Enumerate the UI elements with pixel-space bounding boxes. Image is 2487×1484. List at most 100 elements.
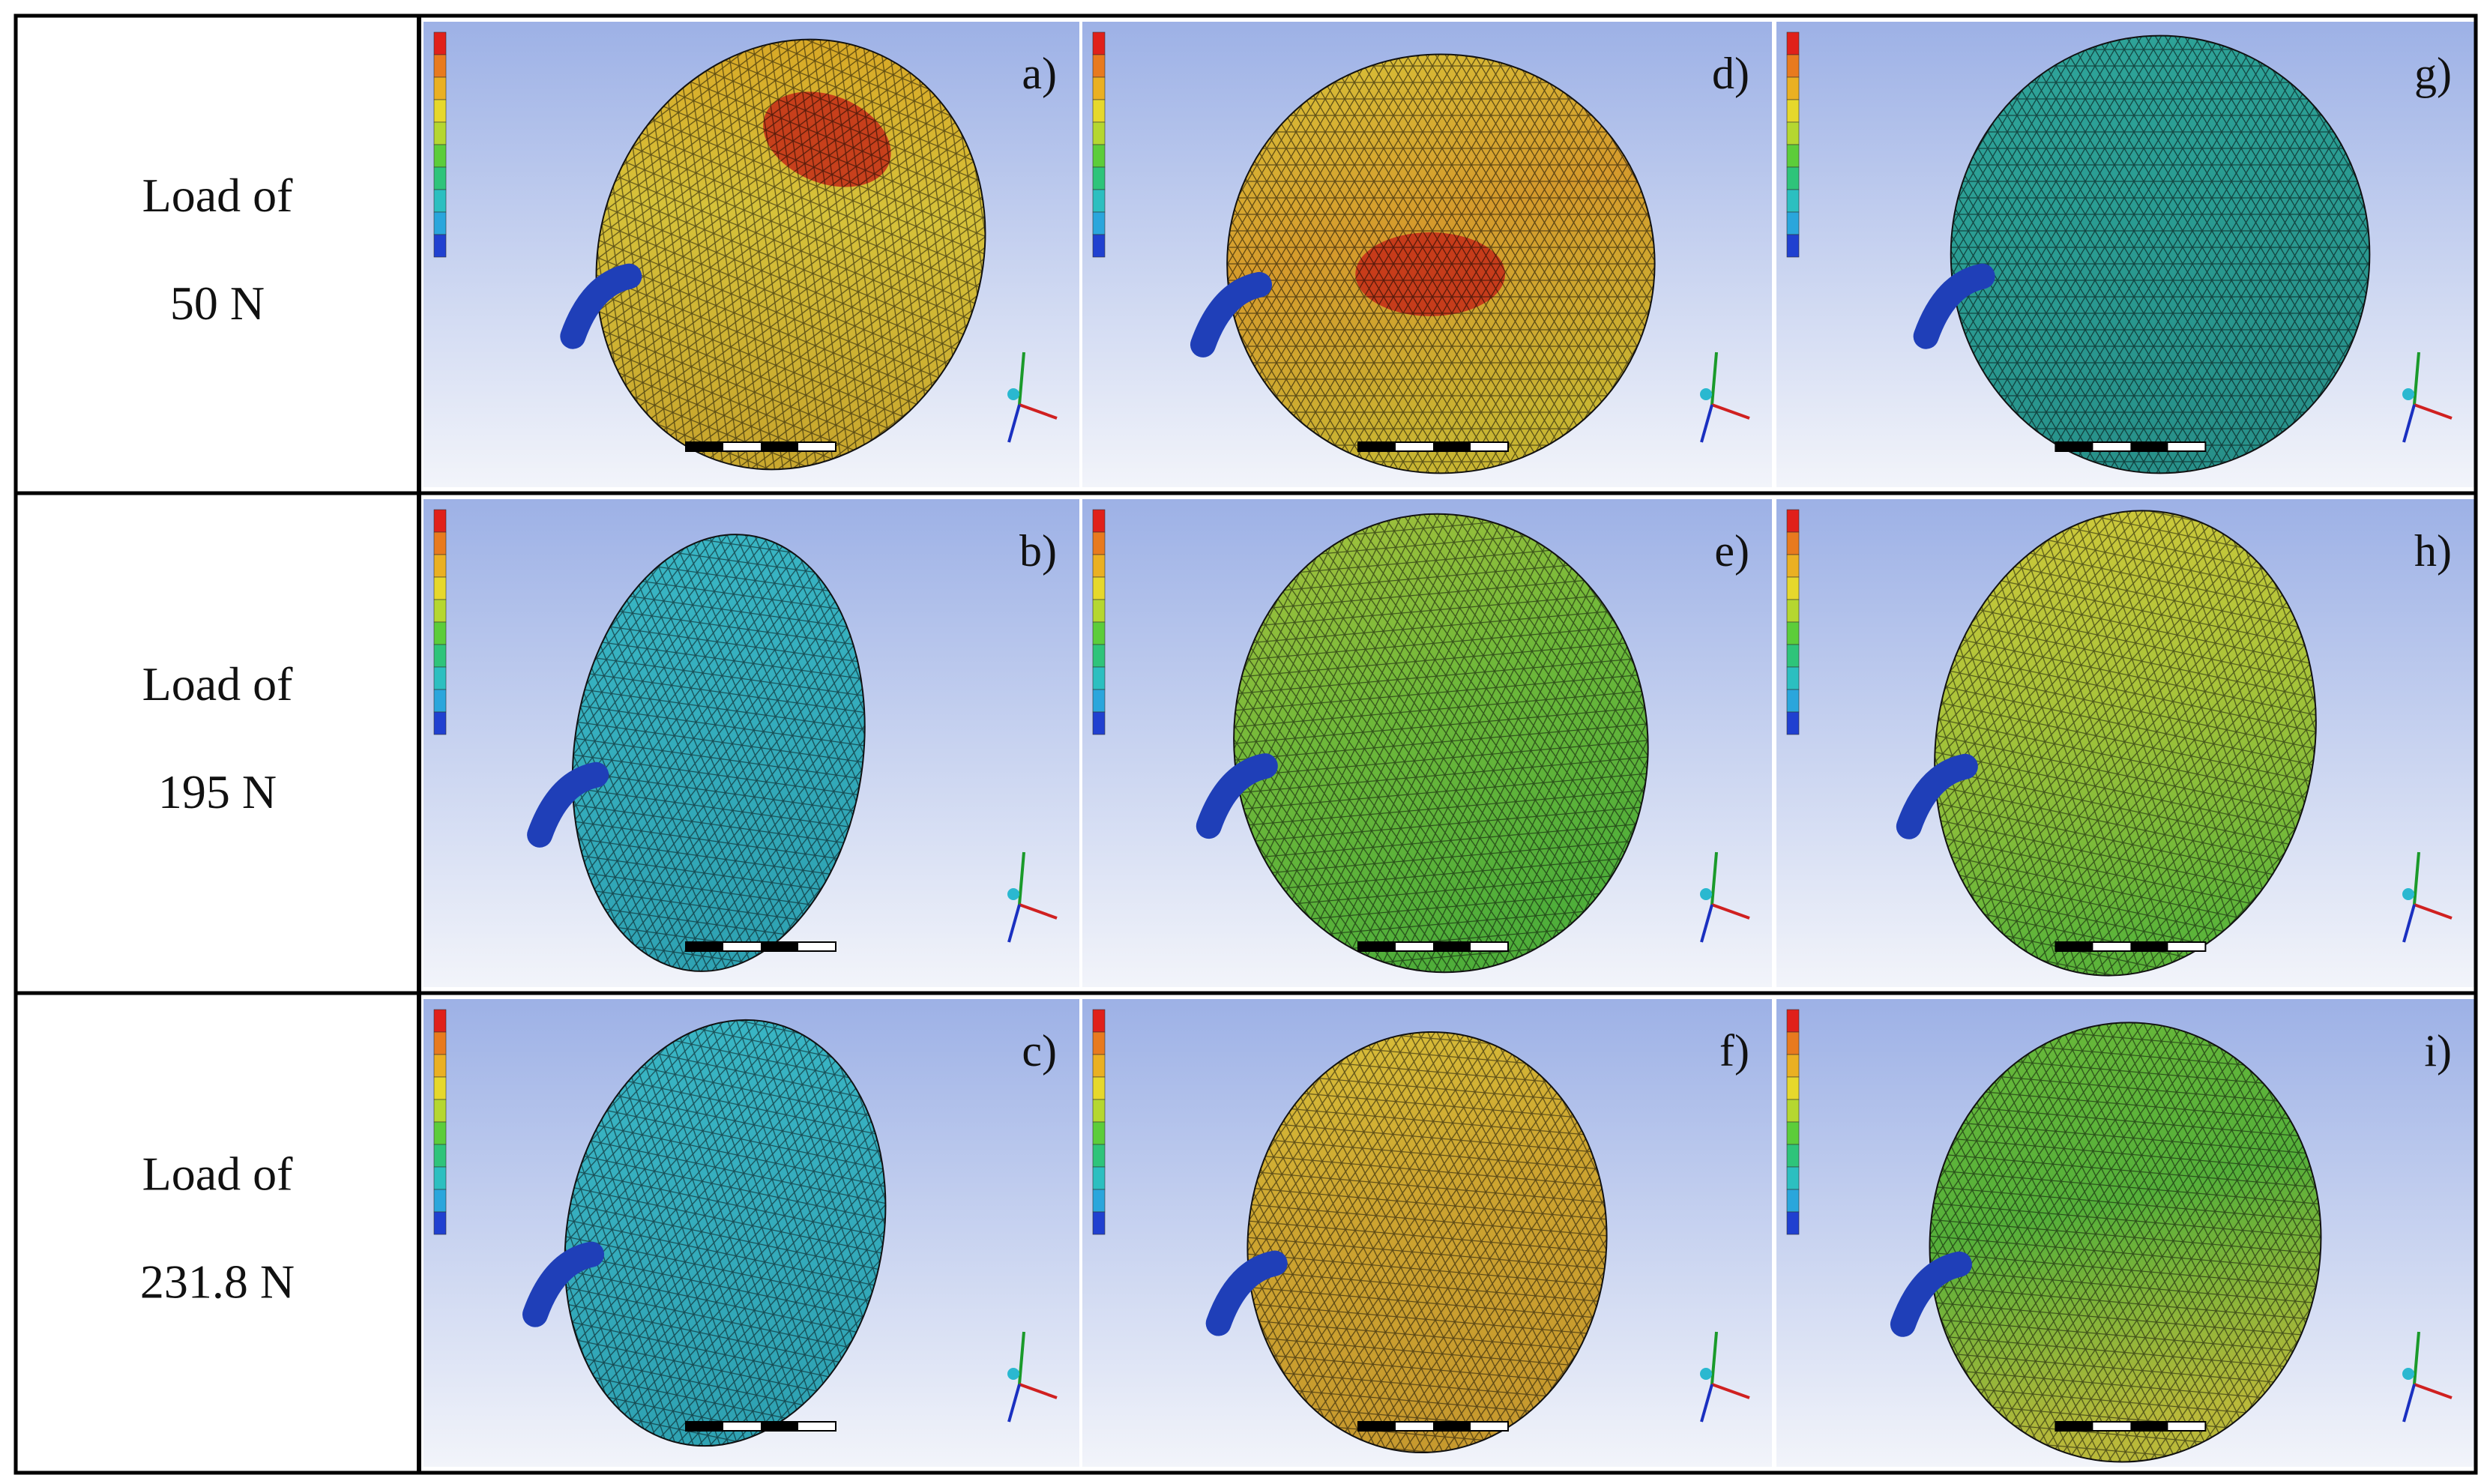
axis-z [2402, 404, 2416, 443]
legend-swatch [433, 621, 447, 645]
legend-swatch [1092, 599, 1106, 623]
legend-swatch [433, 234, 447, 258]
legend-swatch [433, 189, 447, 213]
legend-swatch [1092, 1144, 1106, 1168]
legend-swatch [1092, 509, 1106, 533]
axis-origin [2402, 888, 2414, 900]
panel-content [1082, 499, 1772, 987]
panel-content [423, 499, 1079, 987]
fruit [1226, 53, 1656, 474]
legend-swatch [1092, 644, 1106, 668]
legend-swatch [1786, 1076, 1800, 1100]
fruit-outline [1950, 34, 2371, 474]
table-border [13, 13, 2478, 1475]
fruit-mesh [1234, 513, 1648, 973]
row-label: Load of [142, 169, 294, 222]
legend-swatch [1786, 166, 1800, 190]
scale-bar-fill [1433, 1422, 1471, 1431]
fruit-mesh [596, 39, 986, 470]
panel-letter: i) [2424, 1026, 2452, 1076]
axis-x [1019, 903, 1058, 920]
fruit [1246, 1031, 1608, 1453]
axis-y [1710, 851, 1718, 905]
scale-bar-fill [761, 442, 798, 451]
fruit [1929, 1022, 2322, 1463]
row-label: 50 N [170, 277, 265, 330]
legend-swatch [1786, 599, 1800, 623]
fruit-outline [1246, 1031, 1608, 1453]
legend-swatch [433, 1211, 447, 1235]
legend-swatch [1786, 1099, 1800, 1123]
axis-x [2414, 1383, 2453, 1399]
legend-swatch [1786, 234, 1800, 258]
legend-swatch [1092, 31, 1106, 55]
panel-letter: b) [1019, 526, 1057, 576]
row-label: Load of [142, 1147, 294, 1201]
stem [522, 1241, 604, 1327]
axis-origin [1007, 888, 1019, 900]
axis-origin [2402, 388, 2414, 400]
legend-swatch [1786, 1189, 1800, 1213]
scale-bar-fill [761, 1422, 798, 1431]
legend-swatch [1786, 554, 1800, 578]
axis-z [1007, 1384, 1021, 1423]
panel-content [1776, 499, 2474, 987]
legend-swatch [433, 666, 447, 690]
legend-swatch [1092, 76, 1106, 100]
legend-swatch [1786, 711, 1800, 735]
legend-swatch [1786, 54, 1800, 78]
scale-bar-fill [1358, 1422, 1396, 1431]
legend-swatch [1092, 1031, 1106, 1055]
legend-swatch [433, 1144, 447, 1168]
simulation-panel: h) [1776, 499, 2474, 987]
legend-swatch [433, 554, 447, 578]
fruit [595, 38, 986, 471]
legend-swatch [1092, 1121, 1106, 1145]
legend-swatch [433, 644, 447, 668]
legend-swatch [433, 1166, 447, 1190]
legend-swatch [1786, 144, 1800, 168]
legend-swatch [433, 1009, 447, 1033]
legend-swatch [1092, 99, 1106, 123]
legend-swatch [433, 1121, 447, 1145]
legend-swatch [433, 211, 447, 235]
legend-swatch [1092, 621, 1106, 645]
fruit-mesh [1929, 1022, 2321, 1462]
legend-swatch [1786, 121, 1800, 145]
legend-swatch [1786, 1009, 1800, 1033]
stem [1896, 753, 1978, 839]
fruit [1934, 510, 2317, 977]
simulation-panel: f) [1082, 999, 1772, 1467]
legend-swatch [1092, 1166, 1106, 1190]
legend-swatch [1786, 1211, 1800, 1235]
legend-swatch [1092, 121, 1106, 145]
axis-origin [1007, 1368, 1019, 1380]
legend-swatch [433, 31, 447, 55]
legend-swatch [1786, 1054, 1800, 1078]
legend-swatch [1092, 1076, 1106, 1100]
axis-z [1700, 404, 1713, 443]
axis-origin [1700, 888, 1712, 900]
axis-origin [1007, 388, 1019, 400]
scale-bar-fill [686, 1422, 723, 1431]
simulation-panel: b) [423, 499, 1079, 987]
panel-letter: e) [1714, 526, 1749, 576]
scale-bar-fill [1433, 442, 1471, 451]
row-label: 231.8 N [140, 1255, 295, 1309]
legend-swatch [433, 144, 447, 168]
fruit-mesh [1950, 35, 2370, 474]
legend-swatch [1092, 166, 1106, 190]
scale-bar-fill [1433, 942, 1471, 951]
panel-letter: c) [1022, 1026, 1057, 1076]
panel-content [423, 999, 1079, 1467]
legend-swatch [1786, 531, 1800, 555]
stem [560, 263, 642, 349]
fruit-outline [571, 534, 866, 972]
panel-letter: f) [1719, 1026, 1749, 1076]
legend-swatch [1786, 1166, 1800, 1190]
legend-swatch [433, 1189, 447, 1213]
legend-swatch [433, 166, 447, 190]
panel-content [1082, 22, 1772, 487]
legend-swatch [1092, 1099, 1106, 1123]
